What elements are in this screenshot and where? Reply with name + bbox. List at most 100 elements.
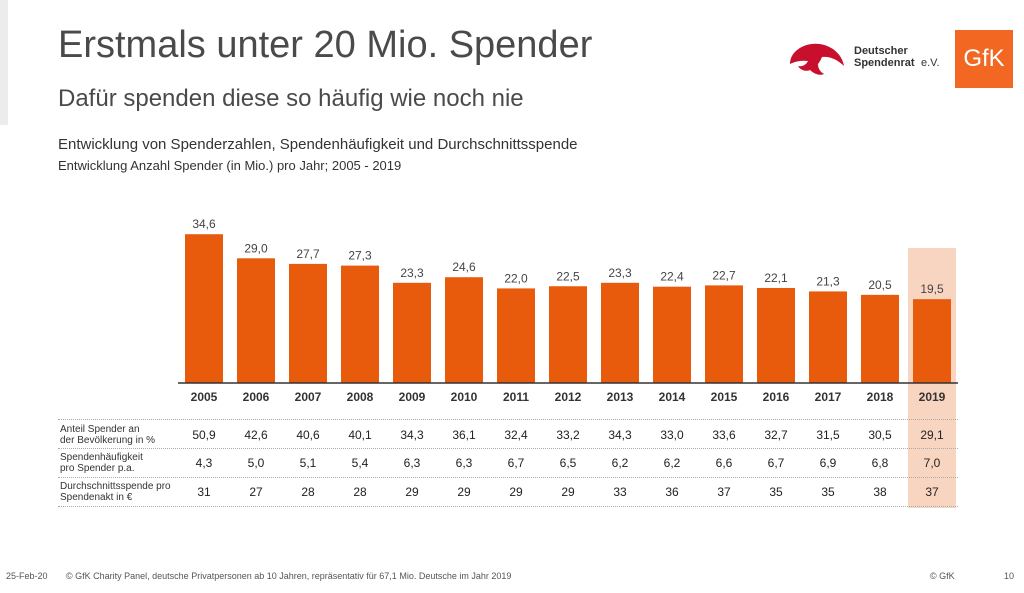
year-label-2013: 2013 xyxy=(607,390,634,404)
table-cell: 5,0 xyxy=(247,456,265,470)
chart-title: Entwicklung von Spenderzahlen, Spendenhä… xyxy=(58,136,578,153)
year-label-2016: 2016 xyxy=(763,390,790,404)
table-cell: 40,6 xyxy=(296,428,320,442)
table-divider xyxy=(58,506,958,507)
value-label-2012: 22,5 xyxy=(556,269,580,283)
value-label-2013: 23,3 xyxy=(608,266,632,280)
table-cell: 27 xyxy=(249,485,263,499)
bar-2016 xyxy=(757,287,795,383)
footer-source: © GfK Charity Panel, deutsche Privatpers… xyxy=(66,571,512,581)
bar-2011 xyxy=(497,288,535,383)
table-cell: 35 xyxy=(769,485,783,499)
footer-date: 25-Feb-20 xyxy=(6,571,48,581)
bar-2007 xyxy=(289,263,327,383)
table-cell: 37 xyxy=(717,485,731,499)
table-cell: 6,2 xyxy=(663,456,681,470)
value-label-2008: 27,3 xyxy=(348,249,372,263)
table-cell: 31 xyxy=(197,485,211,499)
year-label-2006: 2006 xyxy=(243,390,270,404)
year-label-2019: 2019 xyxy=(919,390,946,404)
table-cell: 6,5 xyxy=(559,456,577,470)
table-cell: 31,5 xyxy=(816,428,840,442)
year-label-2010: 2010 xyxy=(451,390,478,404)
table-cell: 6,2 xyxy=(611,456,629,470)
table-cell: 7,0 xyxy=(923,456,941,470)
table-cell: 32,4 xyxy=(504,428,528,442)
year-label-2014: 2014 xyxy=(659,390,686,404)
page-title: Erstmals unter 20 Mio. Spender xyxy=(58,24,593,66)
table-cell: 36,1 xyxy=(452,428,476,442)
table-row-label: Spendenhäufigkeit pro Spender p.a. xyxy=(60,452,143,474)
table-cell: 29 xyxy=(509,485,523,499)
table-cell: 29 xyxy=(405,485,419,499)
chart-subtitle: Entwicklung Anzahl Spender (in Mio.) pro… xyxy=(58,158,402,173)
table-cell: 4,3 xyxy=(195,456,213,470)
table-cell: 6,8 xyxy=(871,456,889,470)
table-cell: 34,3 xyxy=(608,428,632,442)
table-cell: 6,9 xyxy=(819,456,837,470)
table-cell: 38 xyxy=(873,485,887,499)
table-cell: 32,7 xyxy=(764,428,788,442)
table-cell: 5,4 xyxy=(351,456,369,470)
bar-2010 xyxy=(445,277,483,383)
table-cell: 33,0 xyxy=(660,428,684,442)
footer-copyright: © GfK xyxy=(930,571,955,581)
year-label-2008: 2008 xyxy=(347,390,374,404)
value-label-2009: 23,3 xyxy=(400,266,424,280)
year-label-2011: 2011 xyxy=(503,390,529,404)
bar-2013 xyxy=(601,282,639,383)
table-divider xyxy=(58,477,958,478)
spendenrat-name: Deutscher Spendenrat xyxy=(854,45,915,69)
spendenrat-logo: Deutscher Spendenrat e.V. xyxy=(786,40,946,80)
bar-2006 xyxy=(237,258,275,383)
spendenrat-suffix: e.V. xyxy=(921,57,940,69)
table-row-label: Durchschnittsspende pro Spendenakt in € xyxy=(60,481,171,503)
table-cell: 29 xyxy=(457,485,471,499)
table-cell: 30,5 xyxy=(868,428,892,442)
value-label-2014: 22,4 xyxy=(660,270,684,284)
table-cell: 50,9 xyxy=(192,428,216,442)
bar-2017 xyxy=(809,291,847,383)
table-divider xyxy=(58,448,958,449)
year-label-2012: 2012 xyxy=(555,390,582,404)
bar-2019 xyxy=(913,299,951,383)
table-cell: 34,3 xyxy=(400,428,424,442)
bar-2005 xyxy=(185,234,223,383)
value-label-2018: 20,5 xyxy=(868,278,892,292)
bar-2008 xyxy=(341,265,379,383)
table-cell: 40,1 xyxy=(348,428,372,442)
table-cell: 28 xyxy=(301,485,315,499)
table-cell: 36 xyxy=(665,485,679,499)
table-cell: 6,3 xyxy=(455,456,473,470)
value-label-2006: 29,0 xyxy=(244,241,268,255)
value-label-2005: 34,6 xyxy=(192,217,216,231)
value-label-2010: 24,6 xyxy=(452,260,476,274)
table-cell: 6,7 xyxy=(507,456,525,470)
table-cell: 33,6 xyxy=(712,428,736,442)
table-cell: 33,2 xyxy=(556,428,580,442)
year-label-2017: 2017 xyxy=(815,390,842,404)
table-cell: 6,7 xyxy=(767,456,785,470)
table-cell: 37 xyxy=(925,485,939,499)
value-label-2015: 22,7 xyxy=(712,268,736,282)
bar-2018 xyxy=(861,294,899,383)
value-label-2017: 21,3 xyxy=(816,274,840,288)
table-row-label: Anteil Spender an der Bevölkerung in % xyxy=(60,424,156,446)
decorative-bar xyxy=(0,0,8,125)
table-divider xyxy=(58,419,958,420)
year-label-2018: 2018 xyxy=(867,390,894,404)
spendenrat-emblem-icon xyxy=(790,43,844,75)
page-subtitle: Dafür spenden diese so häufig wie noch n… xyxy=(58,85,524,112)
value-label-2019: 19,5 xyxy=(920,282,944,296)
footer-page-number: 10 xyxy=(1004,571,1015,581)
table-cell: 35 xyxy=(821,485,835,499)
year-label-2015: 2015 xyxy=(711,390,738,404)
table-cell: 29,1 xyxy=(920,428,944,442)
table-cell: 42,6 xyxy=(244,428,268,442)
year-label-2009: 2009 xyxy=(399,390,426,404)
value-label-2007: 27,7 xyxy=(296,247,320,261)
bar-2012 xyxy=(549,286,587,383)
gfk-logo: GfK xyxy=(955,30,1013,88)
table-cell: 33 xyxy=(613,485,627,499)
table-cell: 5,1 xyxy=(299,456,317,470)
